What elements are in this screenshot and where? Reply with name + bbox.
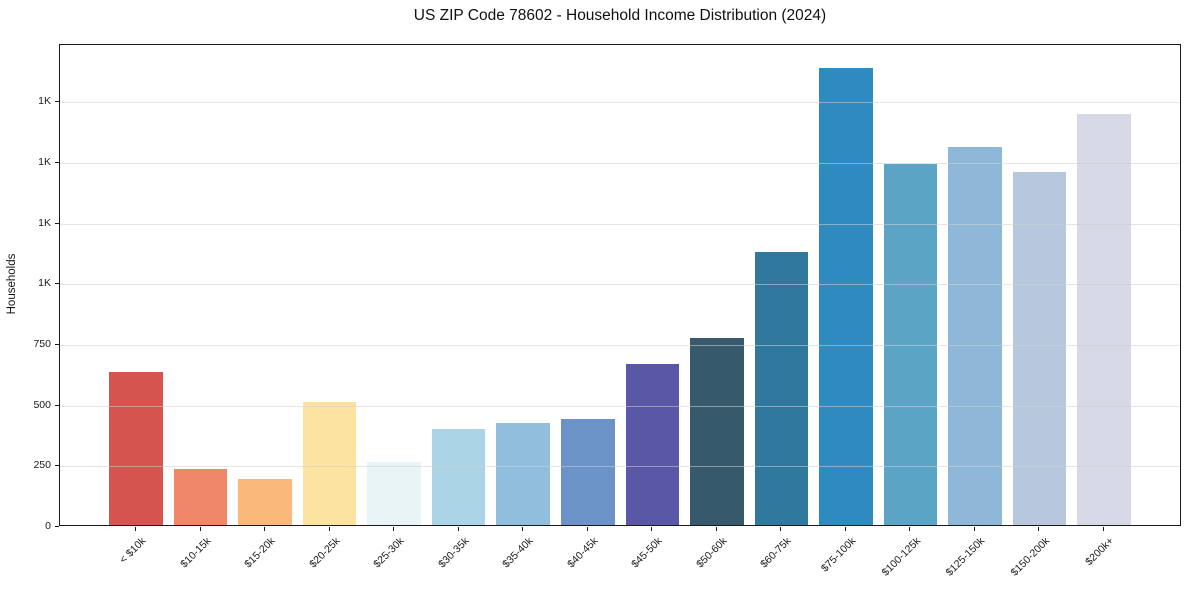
x-tick-mark: [715, 527, 717, 531]
bar: [367, 462, 421, 525]
x-tick-label: $25-30k: [371, 535, 407, 571]
x-tick-mark: [264, 527, 266, 531]
bar: [431, 429, 486, 525]
gridline: [60, 405, 1180, 407]
bar: [1077, 114, 1131, 525]
bar: [625, 364, 679, 525]
y-tick-mark: [55, 283, 59, 285]
bar: [561, 419, 615, 525]
x-tick-mark: [909, 527, 911, 531]
y-tick-mark: [55, 161, 59, 163]
x-tick-mark: [457, 527, 459, 531]
bar: [496, 422, 550, 525]
x-tick-label: < $10k: [117, 535, 149, 566]
y-tick-mark: [55, 101, 59, 103]
y-tick-mark: [55, 404, 59, 406]
x-tick-mark: [1103, 527, 1104, 531]
y-tick-mark: [55, 465, 59, 467]
x-tick-mark: [199, 527, 201, 531]
plot-area: [59, 44, 1181, 526]
x-tick-mark: [522, 527, 524, 531]
bar: [1012, 172, 1067, 525]
x-tick-label: $45-50k: [629, 535, 665, 571]
x-tick-mark: [1038, 527, 1040, 531]
bar: [302, 402, 357, 525]
chart-title: US ZIP Code 78602 - Household Income Dis…: [413, 7, 827, 24]
x-tick-mark: [780, 527, 782, 531]
bar: [690, 337, 744, 525]
y-tick-label: 1K: [38, 155, 51, 168]
x-tick-label: $10-15k: [177, 535, 213, 571]
gridline: [60, 162, 1180, 164]
gridline: [60, 466, 1180, 468]
x-tick-label: $75-100k: [818, 535, 859, 575]
bar: [238, 478, 292, 525]
gridline: [60, 344, 1180, 346]
x-tick-mark: [651, 527, 653, 531]
x-tick-mark: [586, 527, 588, 531]
x-tick-label: $40-45k: [564, 535, 601, 571]
x-tick-mark: [844, 527, 846, 531]
gridline: [60, 284, 1180, 286]
x-tick-label: $50-60k: [693, 535, 730, 571]
gridline: [60, 223, 1180, 225]
x-tick-label: $35-40k: [500, 535, 536, 571]
y-tick-label: 1K: [38, 216, 51, 229]
x-tick-label: $125-150k: [943, 535, 988, 579]
bar: [173, 468, 228, 525]
x-tick-mark: [973, 527, 975, 531]
y-tick-label: 750: [33, 337, 51, 350]
y-tick-label: 500: [33, 398, 51, 411]
x-tick-label: $15-20k: [242, 535, 278, 571]
bar: [948, 146, 1002, 525]
y-tick-label: 1K: [38, 95, 51, 108]
y-tick-label: 250: [33, 459, 51, 472]
y-tick-mark: [55, 222, 59, 224]
x-tick-mark: [328, 527, 330, 531]
x-tick-mark: [393, 527, 395, 531]
x-tick-label: $30-35k: [435, 535, 472, 571]
y-tick-label: 0: [45, 520, 51, 532]
x-tick-label: $100-125k: [879, 535, 923, 579]
y-tick-mark: [55, 526, 59, 527]
bar: [819, 67, 873, 525]
y-tick-label: 1K: [38, 277, 51, 290]
x-tick-label: $150-200k: [1008, 535, 1052, 579]
bar: [109, 371, 163, 525]
bar: [754, 252, 808, 525]
x-tick-label: $60-75k: [758, 535, 794, 571]
x-tick-mark: [135, 527, 136, 531]
x-tick-label: $200k+: [1083, 535, 1117, 569]
y-tick-mark: [55, 343, 59, 345]
gridline: [60, 102, 1180, 104]
x-tick-label: $20-25k: [306, 535, 343, 571]
